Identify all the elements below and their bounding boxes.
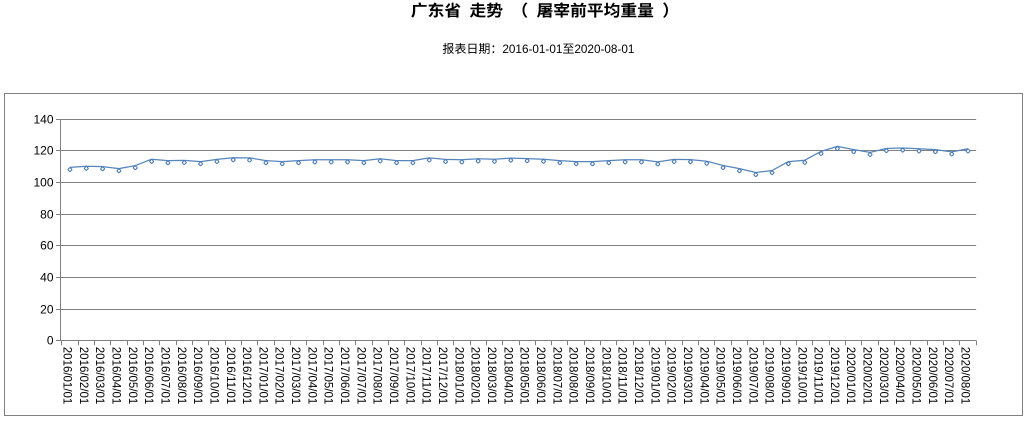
svg-text:2016/01/01: 2016/01/01 — [60, 347, 74, 405]
svg-text:2017/12/01: 2017/12/01 — [436, 347, 450, 405]
svg-text:2019/04/01: 2019/04/01 — [697, 347, 711, 405]
svg-text:2017/08/01: 2017/08/01 — [371, 347, 385, 405]
svg-text:2018/03/01: 2018/03/01 — [485, 347, 499, 405]
svg-text:2016/02/01: 2016/02/01 — [77, 347, 91, 405]
svg-text:2016/12/01: 2016/12/01 — [240, 347, 254, 405]
svg-text:2017/10/01: 2017/10/01 — [403, 347, 417, 405]
svg-text:2019/06/01: 2019/06/01 — [730, 347, 744, 405]
svg-text:2017/01/01: 2017/01/01 — [256, 347, 270, 405]
svg-text:2017/04/01: 2017/04/01 — [305, 347, 319, 405]
svg-text:2018/12/01: 2018/12/01 — [632, 347, 646, 405]
svg-text:2016/04/01: 2016/04/01 — [109, 347, 123, 405]
svg-text:20: 20 — [40, 303, 54, 317]
svg-text:2018/06/01: 2018/06/01 — [534, 347, 548, 405]
svg-text:2019/02/01: 2019/02/01 — [665, 347, 679, 405]
svg-text:2016/11/01: 2016/11/01 — [224, 347, 238, 405]
svg-text:2016/05/01: 2016/05/01 — [126, 347, 140, 405]
svg-text:2016/08/01: 2016/08/01 — [175, 347, 189, 405]
svg-text:2020/07/01: 2020/07/01 — [942, 347, 956, 405]
svg-text:2017/11/01: 2017/11/01 — [420, 347, 434, 405]
svg-text:2020/05/01: 2020/05/01 — [910, 347, 924, 405]
svg-text:2018/09/01: 2018/09/01 — [583, 347, 597, 405]
svg-text:2020/06/01: 2020/06/01 — [926, 347, 940, 405]
svg-text:2016/09/01: 2016/09/01 — [191, 347, 205, 405]
svg-text:2020/04/01: 2020/04/01 — [893, 347, 907, 405]
svg-text:2019/09/01: 2019/09/01 — [779, 347, 793, 405]
svg-text:60: 60 — [40, 239, 54, 253]
svg-text:2019/10/01: 2019/10/01 — [795, 347, 809, 405]
svg-text:2020/02/01: 2020/02/01 — [861, 347, 875, 405]
svg-text:120: 120 — [33, 144, 53, 158]
svg-text:2019/11/01: 2019/11/01 — [812, 347, 826, 405]
svg-text:2019/12/01: 2019/12/01 — [828, 347, 842, 405]
svg-text:2016/03/01: 2016/03/01 — [93, 347, 107, 405]
svg-text:140: 140 — [33, 113, 53, 127]
svg-text:2020-08-01: 2020-08-01 — [574, 42, 634, 56]
svg-text:2017/06/01: 2017/06/01 — [338, 347, 352, 405]
svg-text:2016/10/01: 2016/10/01 — [207, 347, 221, 405]
svg-text:2019/05/01: 2019/05/01 — [714, 347, 728, 405]
svg-text:2017/02/01: 2017/02/01 — [273, 347, 287, 405]
svg-text:2019/03/01: 2019/03/01 — [681, 347, 695, 405]
svg-text:2018/10/01: 2018/10/01 — [599, 347, 613, 405]
svg-text:2018/07/01: 2018/07/01 — [550, 347, 564, 405]
svg-text:100: 100 — [33, 176, 53, 190]
svg-text:2018/02/01: 2018/02/01 — [469, 347, 483, 405]
svg-text:2019/01/01: 2019/01/01 — [648, 347, 662, 405]
svg-text:2018/04/01: 2018/04/01 — [501, 347, 515, 405]
svg-text:2018/08/01: 2018/08/01 — [567, 347, 581, 405]
svg-text:2017/09/01: 2017/09/01 — [387, 347, 401, 405]
svg-text:2020/03/01: 2020/03/01 — [877, 347, 891, 405]
svg-text:2017/03/01: 2017/03/01 — [289, 347, 303, 405]
svg-text:80: 80 — [40, 208, 54, 222]
svg-text:2020/08/01: 2020/08/01 — [959, 347, 973, 405]
svg-text:2016/06/01: 2016/06/01 — [142, 347, 156, 405]
svg-text:2020/01/01: 2020/01/01 — [844, 347, 858, 405]
svg-text:0: 0 — [47, 334, 54, 348]
svg-text:2019/07/01: 2019/07/01 — [746, 347, 760, 405]
svg-text:40: 40 — [40, 271, 54, 285]
svg-text:2018/05/01: 2018/05/01 — [518, 347, 532, 405]
svg-text:2016/07/01: 2016/07/01 — [158, 347, 172, 405]
svg-text:2018/01/01: 2018/01/01 — [452, 347, 466, 405]
svg-text:2019/08/01: 2019/08/01 — [763, 347, 777, 405]
svg-text:2018/11/01: 2018/11/01 — [616, 347, 630, 405]
svg-text:2017/07/01: 2017/07/01 — [354, 347, 368, 405]
svg-text:2016-01-01: 2016-01-01 — [502, 42, 562, 56]
svg-text:2017/05/01: 2017/05/01 — [322, 347, 336, 405]
